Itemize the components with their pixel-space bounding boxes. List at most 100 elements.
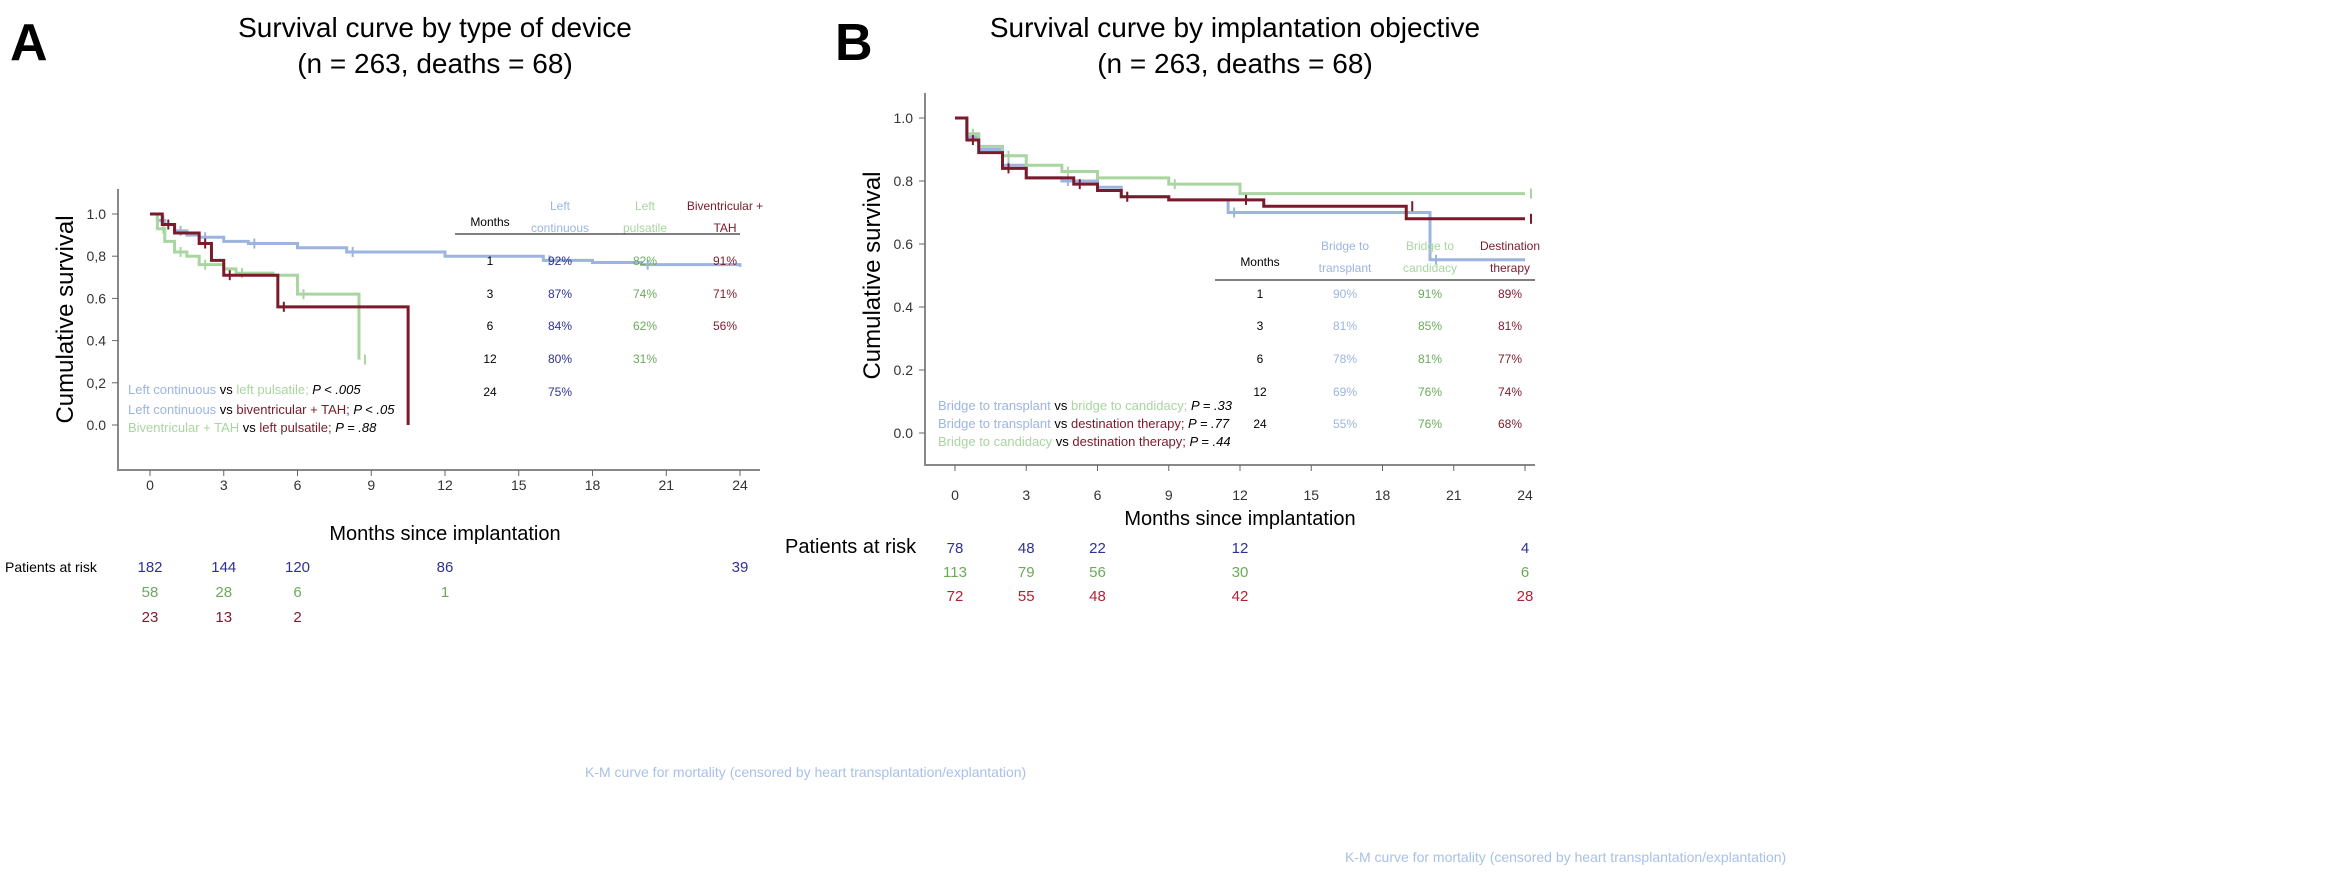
x-tick-label: 6 [294,477,302,493]
table-header: TAH [713,221,736,235]
comparison-part: Left continuous [128,402,217,417]
y-tick-label: 0.6 [894,236,914,252]
comparison-part: Bridge to candidacy [938,434,1053,449]
panel-letter: B [835,14,873,72]
survival-curve-lp [150,212,361,360]
comparison-part: vs [1051,398,1071,413]
risk-count: 12 [1232,540,1249,557]
x-tick-label: 0 [951,487,959,503]
table-cell: 1 [1257,287,1264,301]
risk-count: 6 [1521,564,1529,581]
x-tick-label: 9 [367,477,375,493]
axes [924,93,1535,466]
table-header: Destination [1480,239,1540,253]
table-cell: 31% [633,352,657,366]
table-cell: 75% [548,385,572,399]
table-cell: 84% [548,319,572,333]
comparison-part: P = .77 [1184,416,1229,431]
risk-count: 28 [1517,588,1534,605]
x-tick-label: 15 [1303,487,1319,503]
risk-count: 6 [293,584,301,601]
risk-count: 48 [1089,588,1106,605]
table-header: Months [470,215,509,229]
caption: K-M curve for mortality (censored by hea… [1345,849,1786,865]
x-tick-label: 6 [1094,487,1102,503]
y-tick-label: 1.0 [894,110,914,126]
comparison-text: Biventricular + TAH vs left pulsatile; P… [128,420,377,435]
risk-count: 23 [142,609,159,626]
risk-label: Patients at risk [5,559,98,575]
survival-curve-btc [955,116,1525,196]
risk-count: 79 [1018,564,1035,581]
comparison-part: destination therapy; [1072,434,1185,449]
chart-subtitle: (n = 263, deaths = 68) [1097,48,1373,79]
comparison-part: P = .44 [1186,434,1231,449]
x-tick-label: 21 [658,477,674,493]
table-header: candidacy [1403,261,1457,275]
table-cell: 74% [633,287,657,301]
table-cell: 6 [487,319,494,333]
table-header: Left [550,199,571,213]
risk-label: Patients at risk [785,536,917,558]
table-cell: 6 [1257,352,1264,366]
caption: K-M curve for mortality (censored by hea… [585,764,1026,780]
x-axis-label: Months since implantation [329,523,560,545]
table-header: Biventricular + [687,199,763,213]
comparison-text: Bridge to candidacy vs destination thera… [938,434,1231,449]
risk-count: 55 [1018,588,1035,605]
y-axis-label: Cumulative survival [859,171,886,379]
y-tick-label: 0.4 [894,299,914,315]
comparison-text: Left continuous vs biventricular + TAH; … [128,402,395,417]
comparison-part: Bridge to transplant [938,398,1051,413]
table-cell: 74% [1498,385,1522,399]
comparison-text: Bridge to transplant vs destination ther… [938,416,1230,431]
comparison-part: P < .005 [309,382,362,397]
table-cell: 24 [1253,417,1267,431]
chart-title: Survival curve by type of device [238,12,632,43]
comparison-part: Bridge to transplant [938,416,1051,431]
table-cell: 69% [1333,385,1357,399]
table-header: Bridge to [1406,239,1454,253]
y-tick-label: 0.0 [87,417,107,433]
panel-B: B Survival curve by implantation objectiv… [785,12,1786,865]
comparison-part: P = .33 [1187,398,1232,413]
table-header: Months [1240,255,1279,269]
x-axis-label: Months since implantation [1124,508,1355,530]
risk-count: 2 [293,609,301,626]
x-tick-label: 9 [1165,487,1173,503]
x-tick-label: 3 [1022,487,1030,503]
table-header: transplant [1319,261,1372,275]
table-cell: 55% [1333,417,1357,431]
table-cell: 82% [633,254,657,268]
table-cell: 91% [1418,287,1442,301]
risk-count: 113 [943,564,967,581]
table-cell: 1 [487,254,494,268]
table-header: therapy [1490,261,1530,275]
comparison-part: destination therapy; [1071,416,1184,431]
y-tick-label: 0,2 [87,375,107,391]
y-tick-label: 0.0 [894,425,914,441]
risk-count: 144 [211,559,236,576]
y-tick-label: 0.2 [894,362,914,378]
axes [117,189,760,471]
panel-letter: A [10,14,48,72]
comparison-part: vs [216,382,236,397]
risk-count: 28 [215,584,232,601]
table-cell: 76% [1418,417,1442,431]
x-tick-label: 21 [1446,487,1462,503]
risk-count: 39 [732,559,749,576]
x-tick-label: 18 [1375,487,1391,503]
table-cell: 12 [483,352,497,366]
panel-A: A Survival curve by type of device (n = 26… [5,12,1026,780]
table-cell: 78% [1333,352,1357,366]
table-cell: 85% [1418,319,1442,333]
chart-subtitle: (n = 263, deaths = 68) [297,48,573,79]
table-cell: 92% [548,254,572,268]
comparison-part: biventricular + TAH; [236,402,349,417]
x-tick-label: 18 [585,477,601,493]
table-cell: 71% [713,287,737,301]
comparison-part: P < .05 [350,402,395,417]
risk-count: 1 [441,584,449,601]
